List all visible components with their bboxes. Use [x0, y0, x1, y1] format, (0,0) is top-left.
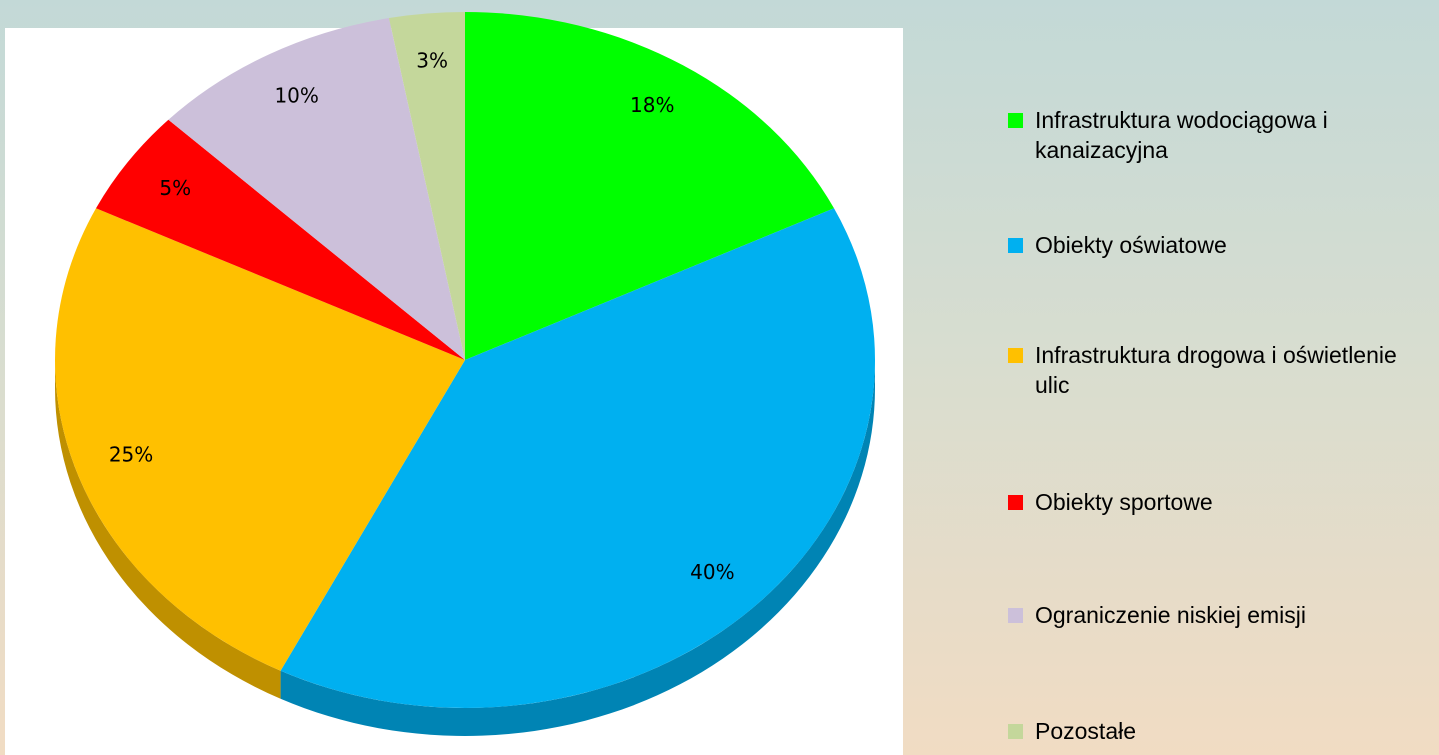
- legend-swatch: [1008, 608, 1023, 623]
- pie-side: [55, 360, 281, 699]
- legend-label: Obiekty sportowe: [1035, 489, 1213, 515]
- data-label: 40%: [690, 560, 734, 584]
- legend-swatch: [1008, 724, 1023, 739]
- legend-label: Obiekty oświatowe: [1035, 232, 1227, 258]
- chart: 18% 40% 25% 5% 10% 3%: [54, 12, 875, 736]
- legend-item: Ograniczenie niskiej emisji: [1008, 600, 1418, 630]
- pie-slice: [54, 208, 466, 671]
- data-label: 25%: [109, 443, 153, 467]
- data-label: 10%: [274, 84, 318, 108]
- legend-swatch: [1008, 238, 1023, 253]
- data-label: 18%: [630, 93, 674, 117]
- pie-slice: [95, 119, 466, 361]
- legend-swatch: [1008, 113, 1023, 128]
- legend-label: Infrastruktura drogowa i oświetlenie uli…: [1035, 342, 1397, 398]
- legend-label: Infrastruktura wodociągowa i kanaizacyjn…: [1035, 107, 1328, 163]
- pie-side: [280, 360, 875, 736]
- legend-swatch: [1008, 495, 1023, 510]
- pie-slice: [388, 12, 465, 360]
- legend-item: Pozostałe: [1008, 716, 1418, 746]
- data-label: 3%: [416, 49, 448, 73]
- data-label: 5%: [159, 176, 191, 200]
- legend-item: Infrastruktura drogowa i oświetlenie uli…: [1008, 340, 1418, 400]
- pie-slice: [465, 12, 835, 360]
- legend: Infrastruktura wodociągowa i kanaizacyjn…: [1008, 0, 1428, 755]
- pie-slice: [168, 18, 466, 360]
- legend-item: Obiekty oświatowe: [1008, 230, 1418, 260]
- pie-slice: [280, 208, 875, 708]
- legend-swatch: [1008, 348, 1023, 363]
- legend-item: Infrastruktura wodociągowa i kanaizacyjn…: [1008, 105, 1418, 165]
- legend-item: Obiekty sportowe: [1008, 487, 1418, 517]
- legend-label: Pozostałe: [1035, 718, 1137, 744]
- legend-label: Ograniczenie niskiej emisji: [1035, 602, 1306, 628]
